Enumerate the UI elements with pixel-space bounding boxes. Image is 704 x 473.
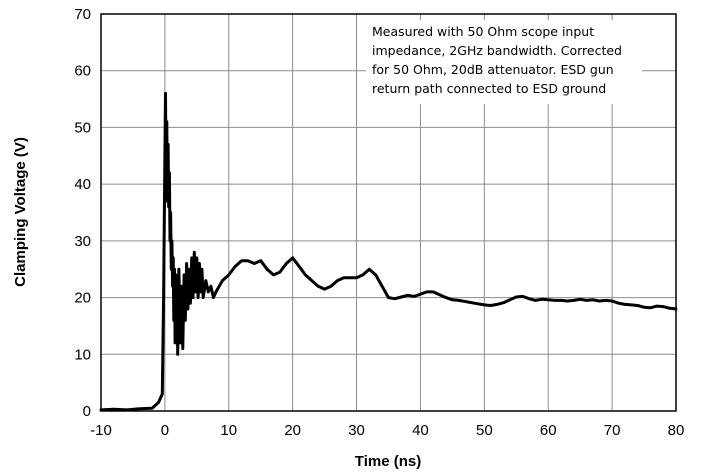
x-tick-labels: -10 0 10 20 30 40 50 60 70 80 [90,422,684,439]
x-tick-label: 50 [476,422,493,439]
x-tick-label: 30 [348,422,365,439]
x-tick-label: 70 [604,422,621,439]
y-tick-label: 10 [74,346,91,363]
y-tick-label: 70 [74,6,91,23]
annotation-text: Measured with 50 Ohm scope input impedan… [372,24,626,96]
series-line [99,91,678,412]
y-tick-label: 20 [74,290,91,307]
x-tick-label: -10 [90,422,112,439]
y-axis-label: Clamping Voltage (V) [12,137,29,287]
annotation-box [366,20,642,104]
y-tick-label: 60 [74,63,91,80]
x-tick-label: 40 [412,422,429,439]
annotation-line-3: for 50 Ohm, 20dB attenuator. ESD gun [372,62,614,77]
x-tick-label: 60 [540,422,557,439]
y-tick-label: 40 [74,176,91,193]
annotation-line-2: impedance, 2GHz bandwidth. Corrected [372,43,622,58]
y-tick-label: 30 [74,233,91,250]
y-tick-label: 50 [74,119,91,136]
x-axis-label: Time (ns) [355,453,421,470]
x-tick-label: 10 [220,422,237,439]
plot-area [100,13,677,412]
y-tick-label: 0 [83,403,91,420]
annotation-line-4: return path connected to ESD ground [372,81,606,96]
y-tick-labels: 0 10 20 30 40 50 60 70 [74,6,91,420]
annotation-line-1: Measured with 50 Ohm scope input [372,24,594,39]
x-tick-label: 0 [161,422,169,439]
x-tick-label: 20 [284,422,301,439]
x-tick-label: 80 [668,422,685,439]
